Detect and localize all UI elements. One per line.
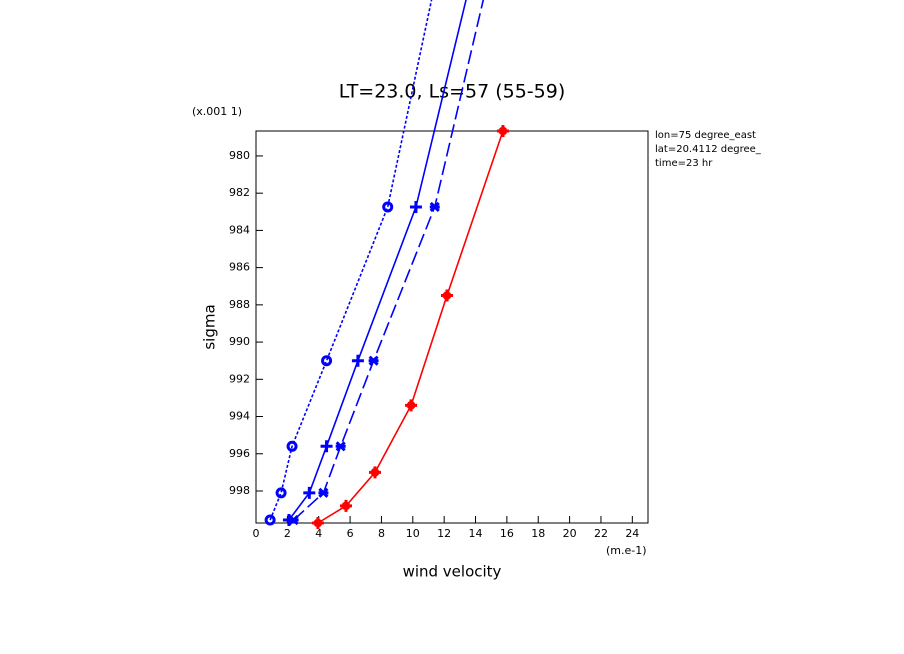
y-tick-label: 990 — [229, 335, 250, 348]
line — [293, 0, 485, 521]
marker — [275, 487, 287, 499]
x-tick-label: 24 — [625, 527, 639, 540]
x-units: (m.e-1) — [606, 544, 647, 557]
line — [288, 0, 467, 521]
y-axis-label: sigma — [201, 304, 219, 349]
x-tick-label: 2 — [284, 527, 291, 540]
plot-frame — [255, 130, 649, 524]
y-tick-label: 998 — [229, 484, 250, 497]
annotation: lon=75 degree_east — [655, 130, 756, 141]
marker — [318, 487, 329, 498]
marker — [303, 486, 316, 499]
y-tick-label: 980 — [229, 149, 250, 162]
marker — [286, 440, 298, 452]
x-tick-label: 8 — [378, 527, 385, 540]
y-units: (x.001 1) — [192, 105, 242, 118]
marker — [405, 399, 418, 412]
x-tick-label: 4 — [315, 527, 322, 540]
x-tick-label: 10 — [406, 527, 420, 540]
marker — [369, 466, 382, 479]
y-tick-label: 996 — [229, 447, 250, 460]
marker — [340, 499, 353, 512]
marker — [351, 354, 364, 367]
x-tick-label: 12 — [437, 527, 451, 540]
x-tick-label: 20 — [563, 527, 577, 540]
y-tick-label: 984 — [229, 223, 250, 236]
chart-title: LT=23.0, Ls=57 (55-59) — [339, 81, 566, 103]
marker — [382, 201, 394, 213]
marker — [320, 440, 333, 453]
marker — [409, 200, 422, 213]
annotation: lat=20.4112 degree_ — [655, 144, 762, 155]
y-tick-label: 994 — [229, 410, 250, 423]
marker — [264, 514, 276, 526]
marker — [429, 201, 440, 213]
y-tick-label: 986 — [229, 261, 250, 274]
line — [317, 130, 504, 524]
line — [269, 0, 433, 521]
x-tick-label: 16 — [500, 527, 514, 540]
x-tick-label: 0 — [253, 527, 260, 540]
x-tick-label: 18 — [531, 527, 545, 540]
marker — [496, 125, 509, 137]
marker — [321, 355, 333, 367]
x-tick-label: 14 — [469, 527, 483, 540]
marker — [288, 514, 299, 526]
y-tick-label: 992 — [229, 372, 250, 385]
y-tick-label: 982 — [229, 186, 250, 199]
annotation: time=23 hr — [655, 158, 713, 169]
x-tick-label: 6 — [347, 527, 354, 540]
marker — [440, 289, 453, 302]
y-tick-label: 988 — [229, 298, 250, 311]
x-axis-label: wind velocity — [403, 563, 502, 581]
marker — [311, 517, 324, 529]
x-tick-label: 22 — [594, 527, 608, 540]
marker — [335, 441, 346, 452]
marker — [368, 355, 379, 366]
